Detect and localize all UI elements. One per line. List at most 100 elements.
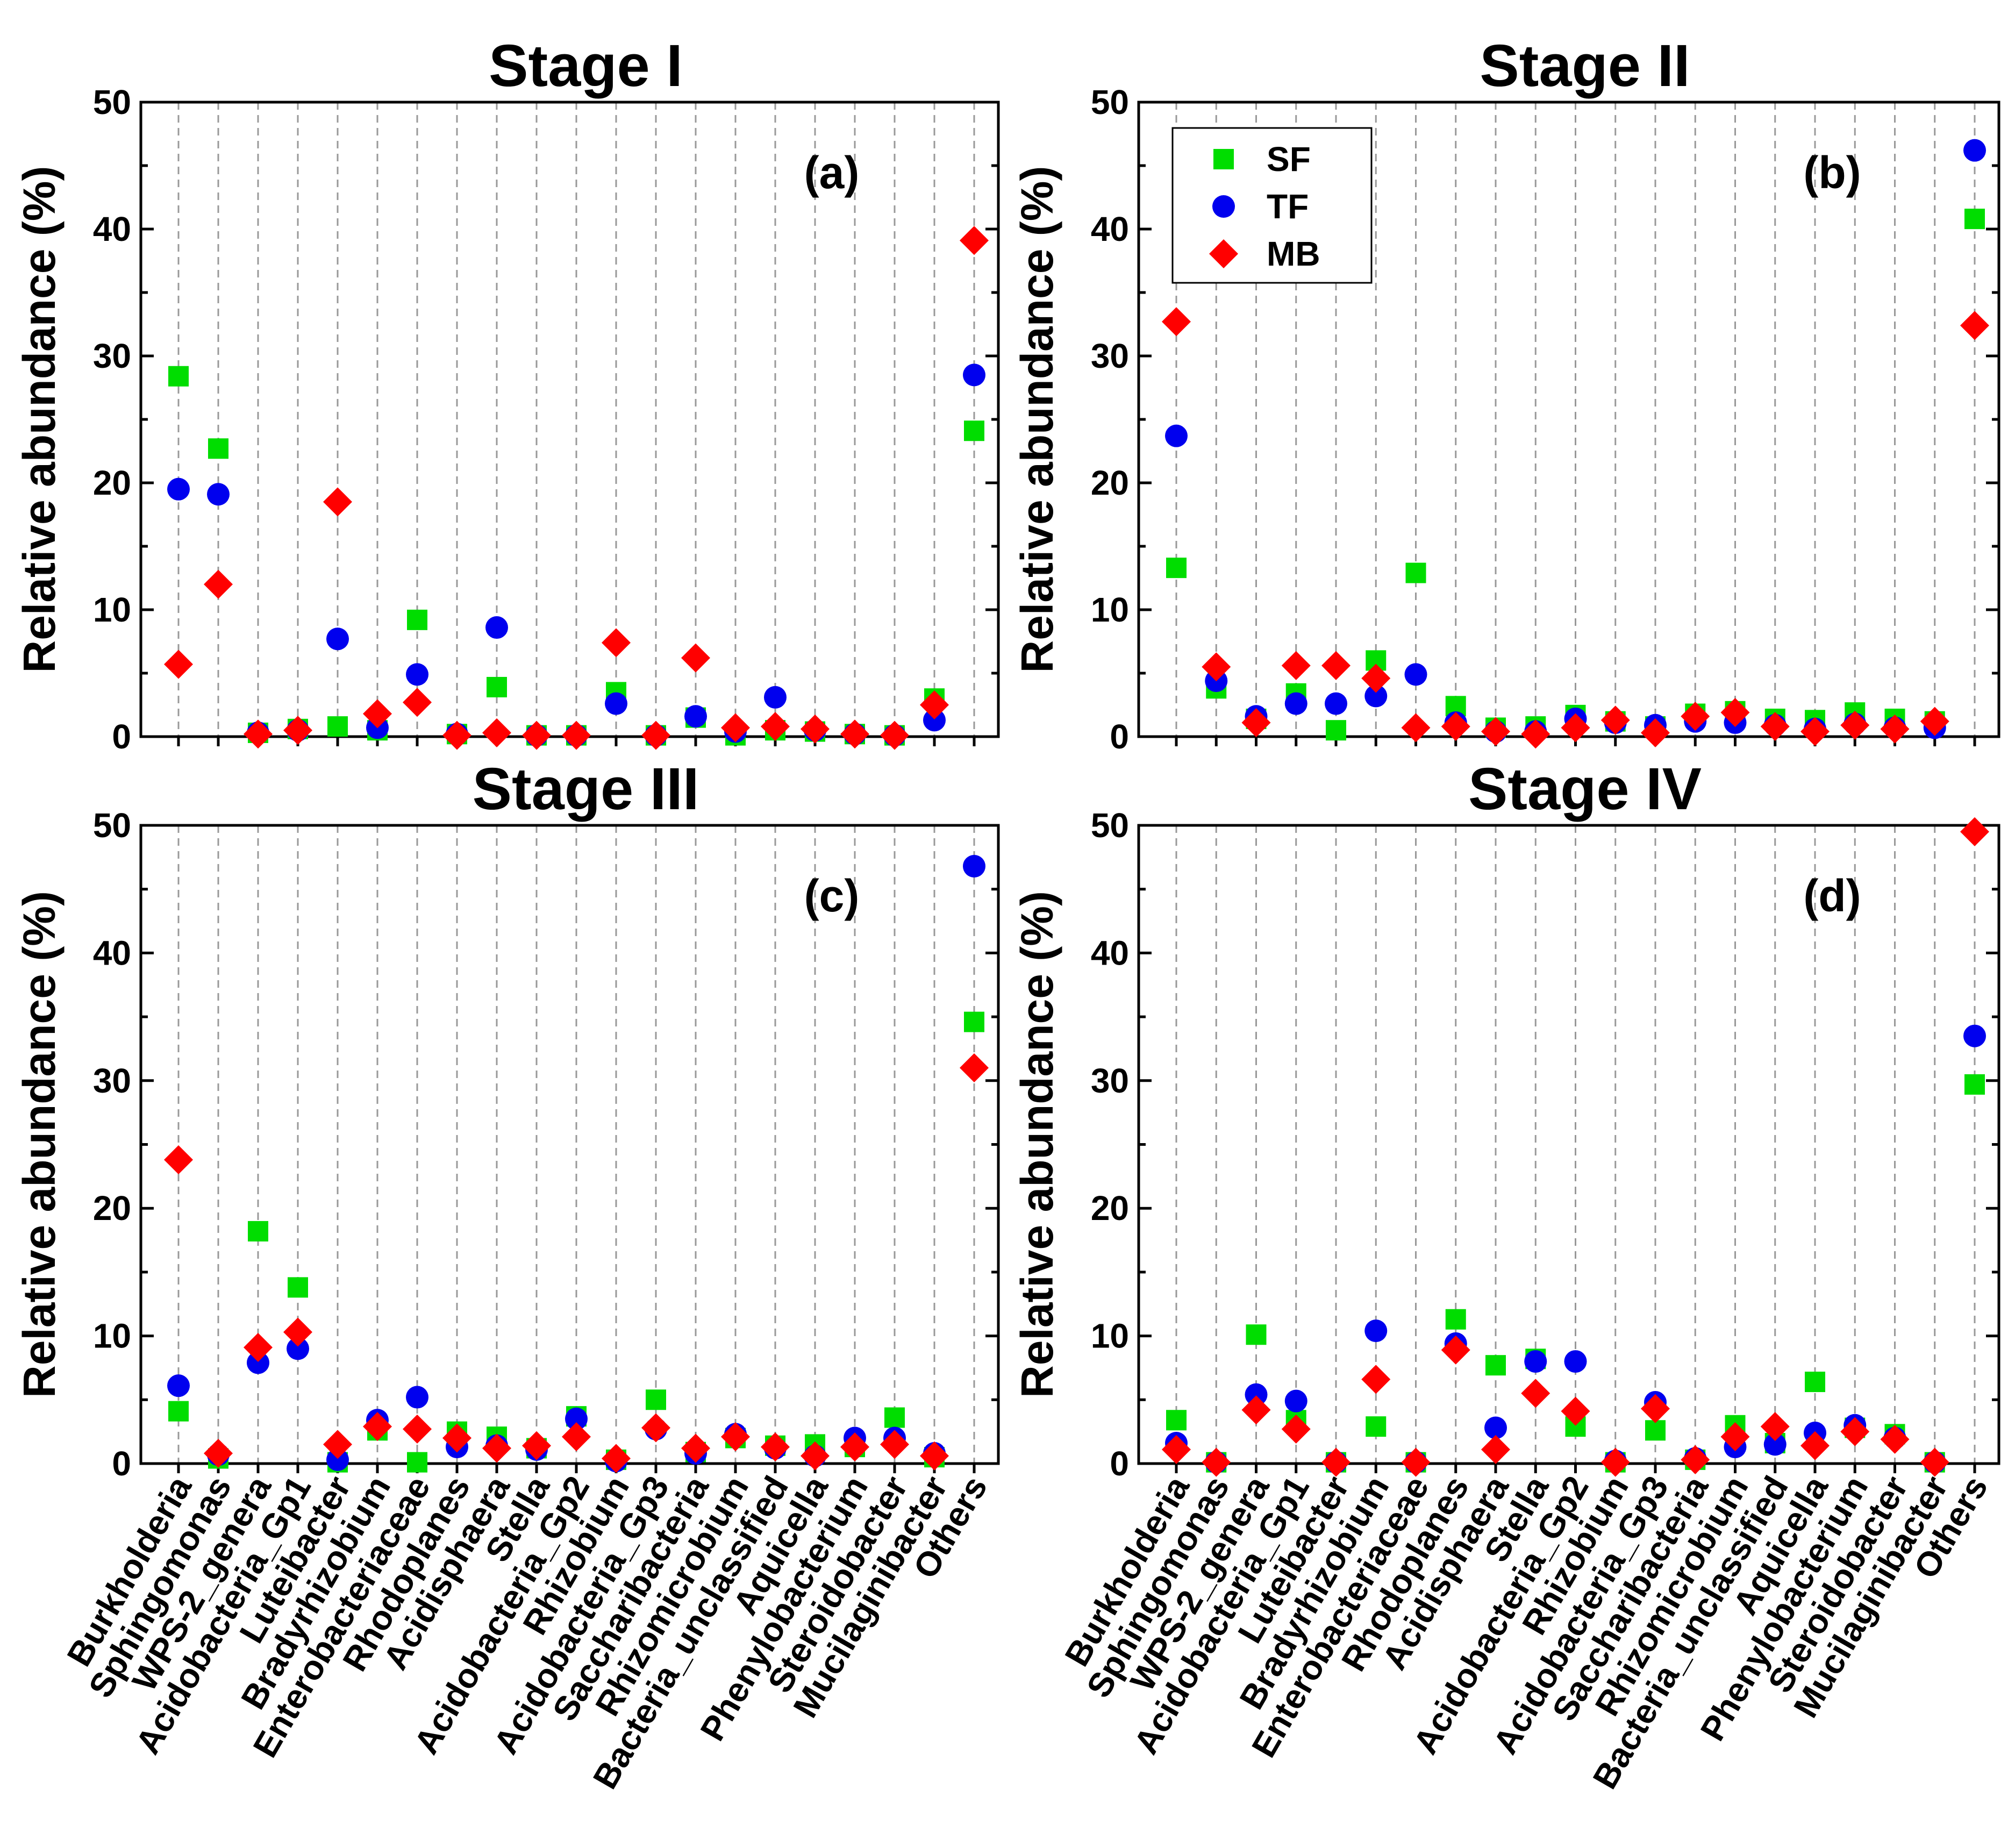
y-tick-label: 0 <box>112 1444 131 1483</box>
y-tick-label: 40 <box>1091 933 1129 972</box>
marker-sf <box>1445 1309 1466 1330</box>
marker-sf <box>1405 562 1426 583</box>
marker-tf <box>167 1374 190 1397</box>
panel-letter: (a) <box>804 147 860 198</box>
y-tick-label: 50 <box>1091 83 1129 122</box>
marker-tf <box>1564 1350 1587 1373</box>
marker-mb <box>1162 307 1191 337</box>
plot-frame <box>139 824 1000 1465</box>
marker-mb <box>562 720 591 750</box>
marker-mb <box>244 1332 273 1362</box>
marker-mb <box>1681 1445 1710 1474</box>
y-tick-label: 10 <box>1091 590 1129 629</box>
marker-sf <box>407 609 427 630</box>
marker-mb <box>602 628 631 658</box>
marker-mb <box>1202 652 1231 682</box>
y-tick-label: 20 <box>1091 463 1129 502</box>
marker-mb <box>1880 1424 1910 1454</box>
marker-sf <box>1964 1074 1985 1095</box>
marker-mb <box>1600 1447 1630 1477</box>
marker-mb <box>1561 1396 1590 1426</box>
legend: SF TF MB <box>1171 127 1373 284</box>
marker-sf <box>168 1401 189 1422</box>
y-tick-label: 30 <box>93 1061 131 1100</box>
marker-mb <box>1880 714 1910 744</box>
marker-mb <box>1920 1447 1949 1477</box>
y-tick-label: 0 <box>112 717 131 756</box>
legend-marker-sf <box>1213 149 1234 169</box>
marker-mb <box>681 1433 710 1463</box>
marker-mb <box>1481 1435 1510 1464</box>
marker-tf <box>326 627 349 651</box>
marker-mb <box>442 720 471 750</box>
marker-sf <box>964 420 984 441</box>
marker-tf <box>764 686 787 709</box>
marker-mb <box>244 719 273 749</box>
marker-mb <box>1241 1395 1271 1425</box>
marker-mb <box>1960 817 1989 846</box>
marker-sf <box>327 716 348 737</box>
marker-mb <box>1760 1412 1790 1442</box>
marker-mb <box>482 1433 511 1463</box>
marker-mb <box>204 1439 233 1468</box>
marker-mb <box>1162 1435 1191 1464</box>
marker-mb <box>840 719 869 749</box>
marker-mb <box>323 487 352 517</box>
panel-title: Stage III <box>473 756 699 822</box>
marker-mb <box>920 1441 949 1471</box>
marker-mb <box>1441 712 1470 741</box>
legend-marker-mb <box>1209 239 1238 268</box>
marker-mb <box>880 720 909 750</box>
marker-mb <box>1960 311 1989 340</box>
legend-marker-tf <box>1212 195 1235 218</box>
y-tick-label: 50 <box>93 806 131 845</box>
marker-mb <box>1521 719 1550 749</box>
marker-tf <box>247 1351 269 1374</box>
marker-mb <box>1281 1414 1311 1444</box>
marker-tf <box>923 709 946 732</box>
marker-mb <box>363 699 392 729</box>
y-tick-label: 30 <box>1091 337 1129 375</box>
marker-tf <box>1364 1319 1388 1343</box>
marker-tf <box>406 663 428 686</box>
marker-sf <box>1485 1355 1506 1376</box>
panel-1: 0 10 20 30 40 50 Relative abundance (%) Stage I… <box>14 33 1000 756</box>
y-tick-label: 10 <box>93 1317 131 1355</box>
marker-mb <box>283 1317 312 1347</box>
marker-tf <box>1963 139 1986 162</box>
marker-tf <box>1484 1416 1507 1439</box>
y-axis-label: Relative abundance (%) <box>14 891 65 1398</box>
legend-label-sf: SF <box>1267 140 1311 179</box>
legend-label-tf: TF <box>1267 187 1309 226</box>
panel-title: Stage II <box>1480 33 1690 99</box>
marker-sf <box>487 676 507 697</box>
marker-mb <box>761 712 790 741</box>
y-tick-label: 30 <box>93 337 131 375</box>
marker-sf <box>208 438 228 459</box>
marker-mb <box>1481 717 1510 746</box>
marker-tf <box>963 854 985 877</box>
marker-mb <box>1401 1447 1431 1477</box>
marker-mb <box>721 713 750 743</box>
marker-mb <box>403 1414 432 1444</box>
marker-mb <box>1202 1447 1231 1477</box>
y-tick-label: 10 <box>93 590 131 629</box>
marker-sf <box>1246 1324 1267 1345</box>
panel-letter: (b) <box>1803 147 1861 198</box>
y-tick-label: 0 <box>1110 717 1129 756</box>
panel-letter: (c) <box>804 871 860 921</box>
marker-mb <box>1840 710 1870 740</box>
marker-tf <box>1284 692 1307 715</box>
marker-mb <box>1321 651 1351 680</box>
marker-mb <box>1720 1422 1750 1452</box>
y-axis-label: Relative abundance (%) <box>14 166 65 673</box>
marker-mb <box>960 226 989 255</box>
marker-mb <box>1521 1379 1550 1408</box>
marker-mb <box>801 714 830 744</box>
marker-mb <box>801 1441 830 1471</box>
y-tick-label: 20 <box>93 463 131 502</box>
marker-mb <box>641 720 670 750</box>
y-axis-label: Relative abundance (%) <box>1012 891 1062 1398</box>
marker-tf <box>1165 424 1188 447</box>
